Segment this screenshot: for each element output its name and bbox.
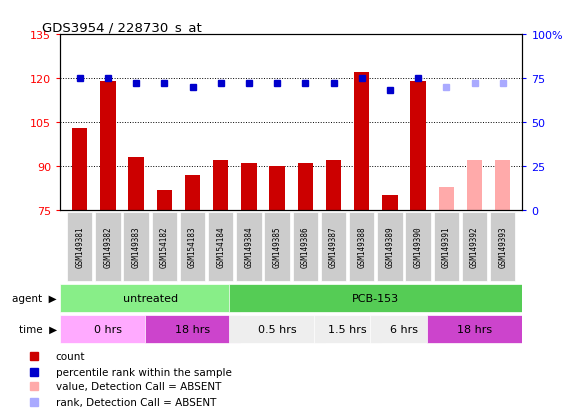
Bar bbox=[236, 212, 262, 282]
Text: 1.5 hrs: 1.5 hrs bbox=[328, 324, 367, 335]
Bar bbox=[60, 316, 156, 343]
Bar bbox=[433, 212, 459, 282]
Bar bbox=[467, 161, 482, 211]
Bar bbox=[490, 212, 516, 282]
Bar bbox=[229, 316, 325, 343]
Bar bbox=[152, 212, 177, 282]
Bar bbox=[100, 82, 116, 211]
Bar bbox=[128, 158, 144, 211]
Bar bbox=[411, 82, 426, 211]
Text: agent  ▶: agent ▶ bbox=[13, 293, 57, 304]
Bar bbox=[354, 73, 369, 211]
Bar bbox=[297, 164, 313, 211]
Text: GSM149385: GSM149385 bbox=[272, 226, 282, 268]
Text: 18 hrs: 18 hrs bbox=[175, 324, 210, 335]
Bar bbox=[382, 196, 397, 211]
Bar bbox=[314, 316, 381, 343]
Text: GSM154182: GSM154182 bbox=[160, 226, 169, 268]
Text: PCB-153: PCB-153 bbox=[352, 293, 399, 304]
Text: GSM149388: GSM149388 bbox=[357, 226, 366, 268]
Bar bbox=[292, 212, 318, 282]
Text: GSM149392: GSM149392 bbox=[470, 226, 479, 268]
Text: GSM149386: GSM149386 bbox=[301, 226, 310, 268]
Text: GSM149382: GSM149382 bbox=[103, 226, 112, 268]
Bar bbox=[156, 190, 172, 211]
Text: 0.5 hrs: 0.5 hrs bbox=[258, 324, 296, 335]
Bar bbox=[495, 161, 510, 211]
Bar bbox=[349, 212, 375, 282]
Bar bbox=[144, 316, 240, 343]
Text: GSM149381: GSM149381 bbox=[75, 226, 84, 268]
Bar bbox=[370, 316, 438, 343]
Bar bbox=[72, 129, 87, 211]
Bar bbox=[439, 187, 454, 211]
Bar bbox=[213, 161, 228, 211]
Bar bbox=[326, 161, 341, 211]
Bar bbox=[405, 212, 431, 282]
Text: 0 hrs: 0 hrs bbox=[94, 324, 122, 335]
Text: percentile rank within the sample: percentile rank within the sample bbox=[55, 367, 231, 377]
Bar bbox=[95, 212, 120, 282]
Text: value, Detection Call = ABSENT: value, Detection Call = ABSENT bbox=[55, 382, 221, 392]
Text: untreated: untreated bbox=[123, 293, 178, 304]
Text: time  ▶: time ▶ bbox=[19, 324, 57, 335]
Bar bbox=[208, 212, 234, 282]
Text: GSM149389: GSM149389 bbox=[385, 226, 395, 268]
Text: GSM149384: GSM149384 bbox=[244, 226, 254, 268]
Bar bbox=[180, 212, 205, 282]
Bar bbox=[462, 212, 487, 282]
Bar bbox=[264, 212, 290, 282]
Bar bbox=[321, 212, 346, 282]
Text: 18 hrs: 18 hrs bbox=[457, 324, 492, 335]
Bar bbox=[185, 176, 200, 211]
Bar bbox=[229, 285, 522, 312]
Bar bbox=[60, 285, 240, 312]
Bar bbox=[241, 164, 256, 211]
Bar bbox=[67, 212, 93, 282]
Text: GSM149383: GSM149383 bbox=[131, 226, 140, 268]
Bar bbox=[377, 212, 403, 282]
Text: count: count bbox=[55, 351, 85, 361]
Text: 6 hrs: 6 hrs bbox=[390, 324, 418, 335]
Text: GSM154183: GSM154183 bbox=[188, 226, 197, 268]
Text: GSM149393: GSM149393 bbox=[498, 226, 507, 268]
Text: GSM149387: GSM149387 bbox=[329, 226, 338, 268]
Text: GDS3954 / 228730_s_at: GDS3954 / 228730_s_at bbox=[42, 21, 202, 34]
Bar bbox=[123, 212, 149, 282]
Text: GSM154184: GSM154184 bbox=[216, 226, 225, 268]
Bar bbox=[270, 167, 285, 211]
Text: GSM149391: GSM149391 bbox=[442, 226, 451, 268]
Text: GSM149390: GSM149390 bbox=[413, 226, 423, 268]
Bar bbox=[427, 316, 522, 343]
Text: rank, Detection Call = ABSENT: rank, Detection Call = ABSENT bbox=[55, 397, 216, 408]
